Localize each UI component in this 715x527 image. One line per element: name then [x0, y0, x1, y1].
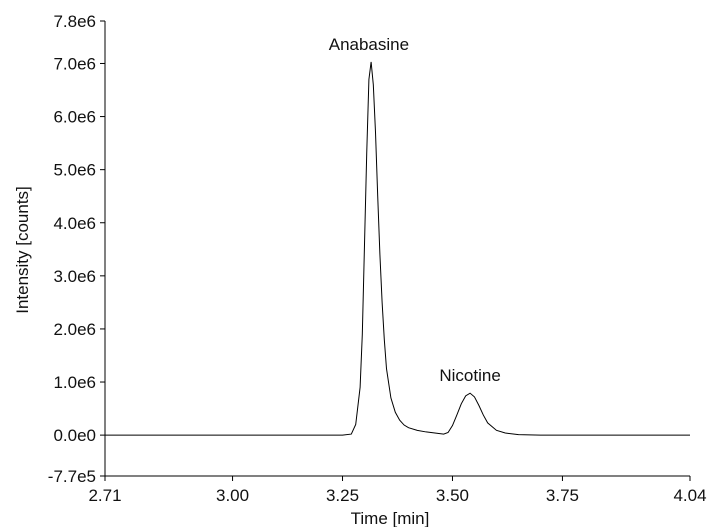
y-tick-label: 2.0e6	[53, 320, 96, 339]
y-tick-label: 6.0e6	[53, 108, 96, 127]
y-tick-label: 4.0e6	[53, 214, 96, 233]
y-axis-title: Intensity [counts]	[13, 186, 32, 314]
y-tick-label: 3.0e6	[53, 267, 96, 286]
y-tick-label: 1.0e6	[53, 373, 96, 392]
x-axis-ticks: 2.71 3.00 3.25 3.50 3.75 4.04	[88, 476, 707, 505]
x-tick-label: 4.04	[673, 486, 706, 505]
peak-annotations: Anabasine Nicotine	[329, 35, 501, 385]
x-tick-label: 3.75	[546, 486, 579, 505]
y-tick-label: 5.0e6	[53, 161, 96, 180]
chromatogram-line	[105, 61, 690, 436]
x-tick-label: 2.71	[88, 486, 121, 505]
peak-label: Anabasine	[329, 35, 409, 54]
y-tick-label: 0.0e0	[53, 426, 96, 445]
y-tick-label: 7.0e6	[53, 54, 96, 73]
y-axis-ticks: -7.7e5 0.0e0 1.0e6 2.0e6 3.0e6 4.0e6 5.0e6 6.0e…	[48, 12, 105, 486]
x-axis-title: Time [min]	[351, 509, 430, 527]
y-tick-label: 7.8e6	[53, 12, 96, 31]
peak-label: Nicotine	[439, 366, 500, 385]
x-tick-label: 3.50	[436, 486, 469, 505]
x-tick-label: 3.25	[326, 486, 359, 505]
y-tick-label: -7.7e5	[48, 467, 96, 486]
x-tick-label: 3.00	[216, 486, 249, 505]
